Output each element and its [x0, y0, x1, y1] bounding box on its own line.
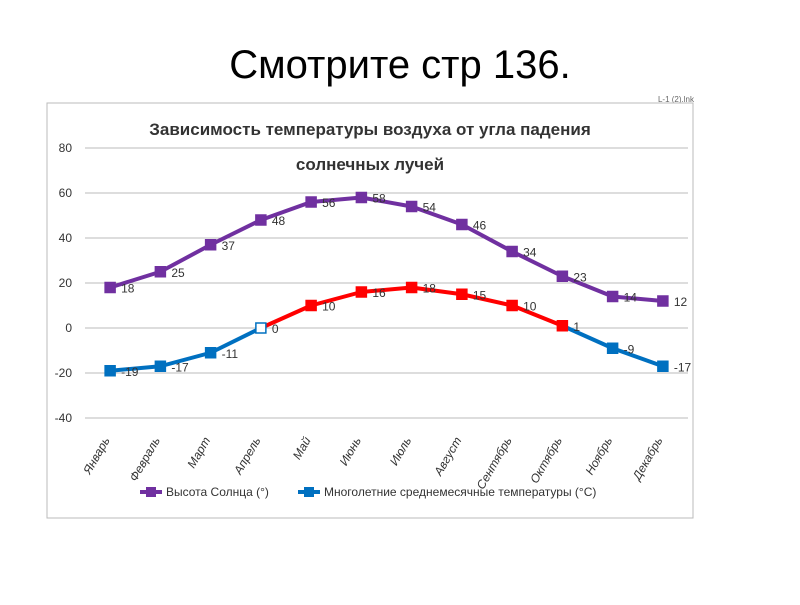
marker	[556, 270, 569, 282]
marker	[405, 281, 418, 294]
line-segment	[561, 323, 614, 351]
marker	[204, 347, 217, 359]
data-label: -17	[171, 360, 189, 374]
data-label: 10	[523, 300, 537, 314]
data-label: -11	[222, 347, 239, 361]
line-segment	[361, 285, 412, 294]
data-label: 14	[624, 291, 638, 305]
line-segment	[159, 242, 212, 274]
line-segment	[511, 303, 564, 328]
data-label: 18	[423, 282, 437, 296]
data-label: 16	[372, 286, 386, 300]
data-label: 58	[372, 192, 386, 206]
data-label: 25	[171, 266, 185, 280]
marker	[204, 239, 217, 251]
legend-marker	[304, 487, 314, 497]
marker	[506, 299, 518, 312]
y-tick-label: 40	[59, 231, 73, 245]
y-tick-label: -20	[55, 366, 73, 380]
y-tick-label: -40	[55, 411, 73, 425]
legend-label: Высота Солнца (°)	[166, 485, 269, 499]
line-segment	[411, 285, 463, 297]
line-segment	[310, 195, 362, 204]
line-segment	[109, 269, 161, 290]
line-segment	[209, 326, 262, 355]
data-label: -9	[624, 342, 635, 356]
line-segment	[310, 290, 362, 308]
marker	[355, 191, 368, 204]
data-label: 10	[322, 300, 336, 314]
data-label: 23	[573, 270, 587, 284]
chart-frame	[46, 102, 694, 519]
data-label: 15	[473, 288, 487, 302]
data-label: 1	[573, 320, 580, 334]
marker	[104, 281, 116, 294]
marker	[104, 365, 116, 377]
marker	[355, 286, 368, 298]
y-tick-label: 80	[59, 141, 73, 155]
marker	[657, 360, 669, 372]
data-label: 12	[674, 295, 688, 309]
marker	[657, 295, 669, 307]
chart-title: Зависимость температуры воздуха от угла …	[149, 120, 591, 139]
data-label: 48	[272, 214, 286, 228]
data-label: -17	[674, 360, 692, 374]
data-label: 0	[272, 322, 279, 336]
line-segment	[410, 204, 463, 227]
marker	[506, 245, 518, 258]
legend-marker	[146, 487, 156, 497]
marker	[255, 214, 267, 226]
data-label: 34	[523, 246, 537, 260]
line-segment	[461, 292, 513, 308]
data-label: 46	[473, 219, 487, 233]
marker	[405, 200, 418, 213]
chart-title: солнечных лучей	[296, 155, 444, 174]
marker	[154, 360, 167, 372]
line-segment	[109, 364, 161, 373]
line-segment	[611, 346, 664, 369]
data-label: 18	[121, 282, 135, 296]
data-label: 54	[423, 201, 437, 215]
marker	[556, 320, 569, 332]
marker	[305, 196, 317, 208]
line-segment	[361, 195, 412, 209]
line-segment	[612, 294, 664, 303]
marker	[154, 266, 167, 278]
line-segment	[260, 303, 312, 330]
legend-label: Многолетние среднемесячные температуры (…	[324, 485, 596, 499]
marker	[456, 288, 468, 300]
data-label: -19	[121, 365, 139, 379]
marker	[305, 299, 317, 312]
marker	[456, 218, 468, 231]
line-segment	[209, 218, 262, 247]
y-tick-label: 0	[65, 321, 72, 335]
line-segment	[511, 249, 564, 279]
line-segment	[561, 274, 614, 299]
marker	[606, 290, 619, 303]
line-segment	[159, 350, 212, 369]
slide-title: Смотрите стр 136.	[229, 43, 570, 87]
y-tick-label: 20	[59, 276, 73, 290]
line-segment	[260, 200, 312, 222]
marker	[606, 342, 619, 354]
file-label: L-1 (2).lnk	[658, 95, 695, 104]
y-tick-label: 60	[59, 186, 73, 200]
line-segment	[460, 222, 514, 254]
data-label: 37	[222, 239, 236, 253]
marker	[255, 322, 267, 334]
data-label: 56	[322, 196, 336, 210]
